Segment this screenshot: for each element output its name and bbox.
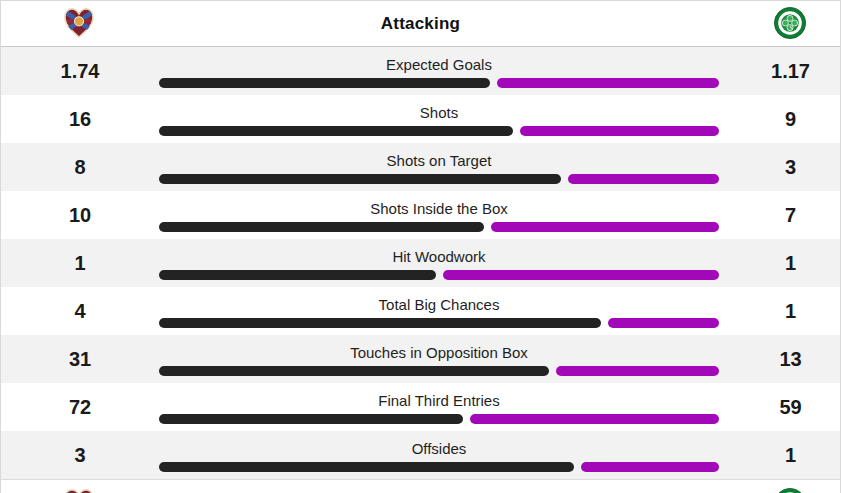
away-bar xyxy=(608,318,719,328)
next-section-header-partial xyxy=(1,479,840,493)
home-bar xyxy=(159,270,436,280)
away-team-shamrock-crest-icon xyxy=(773,6,807,40)
away-bar xyxy=(520,126,719,136)
stat-bars xyxy=(159,270,719,280)
away-value: 13 xyxy=(719,335,840,383)
home-value: 4 xyxy=(1,287,159,335)
stat-row-offsides: 3 Offsides 1 xyxy=(1,431,840,479)
home-bar xyxy=(159,318,601,328)
away-value: 9 xyxy=(719,95,840,143)
away-bar xyxy=(556,366,719,376)
stat-label: Expected Goals xyxy=(159,55,719,74)
home-value: 1 xyxy=(1,239,159,287)
away-bar xyxy=(491,222,719,232)
section-header: Attacking xyxy=(1,1,840,47)
stat-row-expected-goals: 1.74 Expected Goals 1.17 xyxy=(1,47,840,95)
home-value: 1.74 xyxy=(1,47,159,95)
home-value: 72 xyxy=(1,383,159,431)
home-bar xyxy=(159,174,561,184)
stat-rows: 1.74 Expected Goals 1.17 16 Shots 9 xyxy=(1,47,840,479)
stat-bars xyxy=(159,78,719,88)
home-bar xyxy=(159,414,463,424)
stat-row-shots: 16 Shots 9 xyxy=(1,95,840,143)
away-bar xyxy=(443,270,720,280)
home-value: 16 xyxy=(1,95,159,143)
section-title: Attacking xyxy=(381,14,460,34)
away-value: 1 xyxy=(719,239,840,287)
stat-label: Shots xyxy=(159,103,719,122)
stat-row-touches-in-opposition-box: 31 Touches in Opposition Box 13 xyxy=(1,335,840,383)
match-stats-attacking-panel: Attacking 1.74 Expected Goals 1.17 16 Sh… xyxy=(0,0,841,493)
stat-row-total-big-chances: 4 Total Big Chances 1 xyxy=(1,287,840,335)
stat-row-final-third-entries: 72 Final Third Entries 59 xyxy=(1,383,840,431)
home-bar xyxy=(159,222,484,232)
home-bar xyxy=(159,78,490,88)
home-value: 10 xyxy=(1,191,159,239)
away-bar xyxy=(497,78,719,88)
away-value: 1 xyxy=(719,287,840,335)
away-bar xyxy=(568,174,719,184)
stat-row-hit-woodwork: 1 Hit Woodwork 1 xyxy=(1,239,840,287)
away-value: 3 xyxy=(719,143,840,191)
stat-bars xyxy=(159,462,719,472)
stat-bars xyxy=(159,126,719,136)
away-value: 7 xyxy=(719,191,840,239)
stat-label: Shots Inside the Box xyxy=(159,199,719,218)
stat-bars xyxy=(159,318,719,328)
away-team-shamrock-crest-icon xyxy=(773,487,807,493)
home-team-heart-crest-icon xyxy=(62,6,96,40)
away-value: 1.17 xyxy=(719,47,840,95)
away-bar xyxy=(470,414,719,424)
home-bar xyxy=(159,366,549,376)
stat-label: Hit Woodwork xyxy=(159,247,719,266)
stat-bars xyxy=(159,414,719,424)
home-bar xyxy=(159,126,513,136)
stat-bars xyxy=(159,366,719,376)
stat-label: Touches in Opposition Box xyxy=(159,343,719,362)
stat-bars xyxy=(159,222,719,232)
stat-label: Total Big Chances xyxy=(159,295,719,314)
away-value: 1 xyxy=(719,431,840,479)
stat-row-shots-inside-box: 10 Shots Inside the Box 7 xyxy=(1,191,840,239)
stat-label: Shots on Target xyxy=(159,151,719,170)
home-team-heart-crest-icon xyxy=(62,487,96,493)
home-value: 31 xyxy=(1,335,159,383)
stat-label: Final Third Entries xyxy=(159,391,719,410)
away-bar xyxy=(581,462,719,472)
home-value: 3 xyxy=(1,431,159,479)
stat-bars xyxy=(159,174,719,184)
home-value: 8 xyxy=(1,143,159,191)
home-bar xyxy=(159,462,574,472)
away-value: 59 xyxy=(719,383,840,431)
stat-row-shots-on-target: 8 Shots on Target 3 xyxy=(1,143,840,191)
stat-label: Offsides xyxy=(159,439,719,458)
